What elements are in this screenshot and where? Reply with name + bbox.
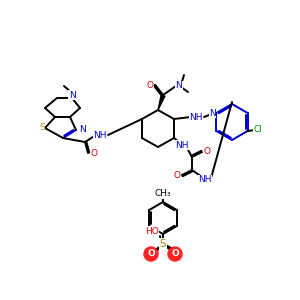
- Text: O: O: [203, 148, 211, 157]
- Text: S: S: [160, 239, 166, 249]
- Text: O: O: [173, 170, 181, 179]
- Text: N: N: [69, 91, 75, 100]
- Text: CH₃: CH₃: [155, 190, 171, 199]
- Text: Cl: Cl: [253, 124, 262, 134]
- Text: NH: NH: [198, 176, 212, 184]
- Text: NH: NH: [175, 140, 189, 149]
- Circle shape: [168, 247, 182, 261]
- Text: NH: NH: [189, 112, 203, 122]
- Text: O: O: [91, 148, 98, 158]
- Text: N: N: [79, 125, 86, 134]
- Text: N: N: [209, 109, 216, 118]
- Circle shape: [144, 247, 158, 261]
- Text: NH: NH: [93, 130, 107, 140]
- Text: N: N: [176, 82, 182, 91]
- Text: O: O: [146, 80, 154, 89]
- Text: O: O: [147, 250, 155, 259]
- Text: HO: HO: [145, 226, 159, 236]
- Text: S: S: [39, 124, 45, 133]
- Text: O: O: [171, 250, 179, 259]
- Polygon shape: [158, 96, 165, 110]
